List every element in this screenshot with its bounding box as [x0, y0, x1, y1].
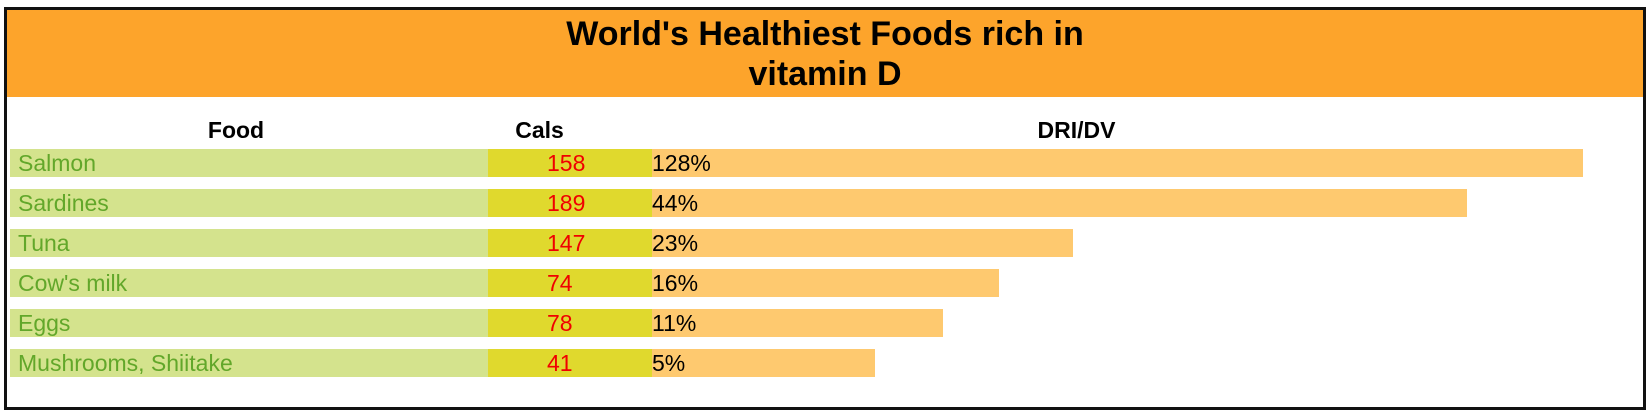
dri-dv-value: 23% — [652, 230, 699, 256]
chart-frame: World's Healthiest Foods rich in vitamin… — [4, 7, 1646, 410]
title-line-2: vitamin D — [748, 55, 902, 93]
dri-dv-bar — [652, 269, 999, 297]
dri-dv-value: 11% — [652, 310, 697, 336]
column-header-food: Food — [207, 117, 265, 143]
food-cell: Eggs — [10, 309, 488, 337]
dri-dv-bar — [652, 349, 875, 377]
cals-cell: 189 — [488, 189, 652, 217]
food-cell: Sardines — [10, 189, 488, 217]
cals-cell: 74 — [488, 269, 652, 297]
dri-dv-bar — [652, 229, 1073, 257]
dri-dv-bar — [652, 189, 1467, 217]
title-line-1: World's Healthiest Foods rich in — [566, 15, 1084, 53]
chart-title: World's Healthiest Foods rich in vitamin… — [7, 10, 1643, 97]
food-cell: Tuna — [10, 229, 488, 257]
dri-dv-value: 44% — [652, 190, 699, 216]
dri-dv-bar — [652, 309, 943, 337]
food-cell: Cow's milk — [10, 269, 488, 297]
column-header-cals: Cals — [515, 117, 564, 143]
cals-cell: 78 — [488, 309, 652, 337]
dri-dv-bar — [652, 149, 1583, 177]
cals-cell: 147 — [488, 229, 652, 257]
food-cell: Salmon — [10, 149, 488, 177]
cals-cell: 158 — [488, 149, 652, 177]
cals-cell: 41 — [488, 349, 652, 377]
dri-dv-value: 16% — [652, 270, 699, 296]
dri-dv-value: 5% — [652, 350, 686, 376]
column-header-dri-dv: DRI/DV — [1037, 117, 1116, 143]
dri-dv-value: 128% — [652, 150, 711, 176]
food-cell: Mushrooms, Shiitake — [10, 349, 488, 377]
